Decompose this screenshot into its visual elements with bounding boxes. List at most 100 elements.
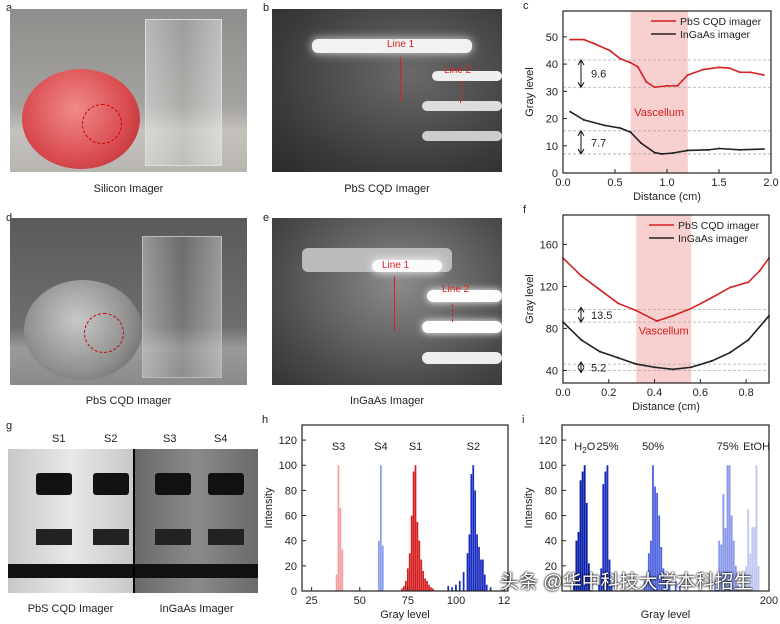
histogram-bar bbox=[649, 540, 652, 591]
data-point bbox=[686, 73, 689, 76]
data-point bbox=[690, 366, 693, 369]
histogram-bar bbox=[714, 578, 717, 591]
data-point bbox=[729, 286, 732, 289]
y-tick-label: 40 bbox=[546, 59, 558, 71]
histogram-bar bbox=[422, 570, 425, 591]
y-tick-label: 20 bbox=[285, 561, 297, 573]
histogram-bar bbox=[581, 471, 584, 591]
line-1-marker bbox=[394, 276, 395, 331]
data-point bbox=[686, 149, 689, 152]
data-point bbox=[593, 42, 596, 45]
panel-label-d: d bbox=[6, 212, 12, 224]
histogram-bar bbox=[406, 568, 409, 591]
finger-highlight bbox=[427, 290, 502, 302]
data-point bbox=[608, 49, 611, 52]
data-point bbox=[640, 142, 642, 145]
histogram-bar bbox=[337, 465, 340, 591]
histogram-bar bbox=[579, 480, 582, 591]
legend-label: PbS CQD imager bbox=[680, 16, 762, 28]
histogram-bar bbox=[722, 494, 725, 591]
data-point bbox=[749, 71, 752, 74]
data-point bbox=[710, 359, 713, 362]
histogram-bar bbox=[747, 509, 750, 591]
caption-e: InGaAs Imager bbox=[350, 395, 424, 407]
caption-b: PbS CQD Imager bbox=[344, 183, 430, 195]
difference-label: 7.7 bbox=[591, 137, 606, 149]
histogram-bar bbox=[414, 465, 417, 591]
data-point bbox=[582, 118, 585, 121]
data-point bbox=[653, 151, 656, 154]
series-line-0 bbox=[570, 38, 764, 89]
finger-highlight bbox=[422, 352, 502, 364]
data-point bbox=[728, 67, 731, 70]
x-tick-label: 75 bbox=[402, 595, 414, 607]
data-point bbox=[738, 148, 741, 151]
histogram-bar bbox=[401, 588, 403, 591]
peak-label-EtOH: EtOH bbox=[743, 441, 770, 453]
vascellum-label: Vascellum bbox=[634, 107, 684, 119]
ingaas-vials bbox=[135, 449, 258, 593]
data-point bbox=[629, 61, 632, 64]
histogram-bar bbox=[426, 580, 428, 591]
y-tick-label: 40 bbox=[546, 365, 558, 377]
histogram-bar bbox=[755, 465, 758, 591]
x-tick-label: 0.8 bbox=[738, 387, 753, 399]
y-axis-label: Gray level bbox=[524, 274, 536, 324]
y-tick-label: 160 bbox=[540, 239, 558, 251]
x-tick-label: 12 bbox=[498, 595, 510, 607]
histogram-bar bbox=[751, 526, 754, 591]
peak-label-S2: S2 bbox=[467, 441, 480, 453]
y-tick-label: 50 bbox=[546, 32, 558, 44]
apple-glass-pbs-photo bbox=[10, 218, 247, 385]
data-point bbox=[671, 314, 674, 317]
panel-label-c: c bbox=[523, 0, 529, 12]
legend-label: InGaAs imager bbox=[680, 29, 751, 41]
histogram-bar bbox=[430, 587, 432, 591]
histogram-bar bbox=[466, 553, 469, 591]
histogram-bar bbox=[602, 484, 605, 591]
data-point bbox=[690, 307, 693, 310]
data-point bbox=[598, 288, 601, 291]
panel-label-i: i bbox=[522, 414, 524, 426]
data-point bbox=[580, 274, 583, 277]
series-line-1 bbox=[562, 315, 770, 371]
histogram-bar bbox=[654, 486, 656, 591]
x-tick-label: 1.5 bbox=[711, 177, 726, 189]
histogram-bar bbox=[668, 584, 671, 591]
panel-label-b: b bbox=[263, 2, 270, 14]
x-tick-label: 0.2 bbox=[601, 387, 616, 399]
hand-ingaas-photo: Line 1 Line 2 bbox=[272, 218, 502, 385]
histogram-bar bbox=[745, 565, 748, 591]
histogram-bar bbox=[749, 553, 752, 591]
histogram-bar bbox=[420, 559, 423, 591]
plot-frame bbox=[561, 424, 770, 592]
data-point bbox=[598, 350, 601, 353]
x-tick-label: 0.4 bbox=[647, 387, 662, 399]
histogram-bar bbox=[643, 580, 646, 591]
line-2-label: Line 2 bbox=[444, 65, 472, 76]
line-1-marker bbox=[400, 57, 401, 102]
histogram-bar bbox=[485, 584, 488, 591]
histogram-bar bbox=[379, 465, 382, 591]
sample-label-s2: S2 bbox=[104, 433, 118, 445]
data-point bbox=[747, 338, 750, 341]
histogram-bar bbox=[428, 584, 430, 591]
histogram-bar bbox=[606, 465, 609, 591]
x-axis-label: Distance (cm) bbox=[632, 401, 700, 413]
histogram-bar bbox=[678, 583, 681, 591]
histogram-bar bbox=[472, 465, 475, 591]
data-point bbox=[645, 80, 648, 83]
legend-label: InGaAs imager bbox=[678, 233, 749, 245]
x-tick-label: 100 bbox=[447, 595, 465, 607]
histogram-bar bbox=[660, 546, 663, 591]
panel-label-f: f bbox=[523, 204, 527, 216]
data-point bbox=[580, 338, 583, 341]
histogram-bar bbox=[483, 574, 486, 591]
peak-label-S1: S1 bbox=[409, 441, 422, 453]
data-point bbox=[569, 38, 572, 41]
difference-label: 5.2 bbox=[591, 362, 606, 374]
line-2-marker bbox=[452, 304, 454, 322]
data-point bbox=[653, 86, 656, 89]
peak-label-S4: S4 bbox=[374, 441, 387, 453]
